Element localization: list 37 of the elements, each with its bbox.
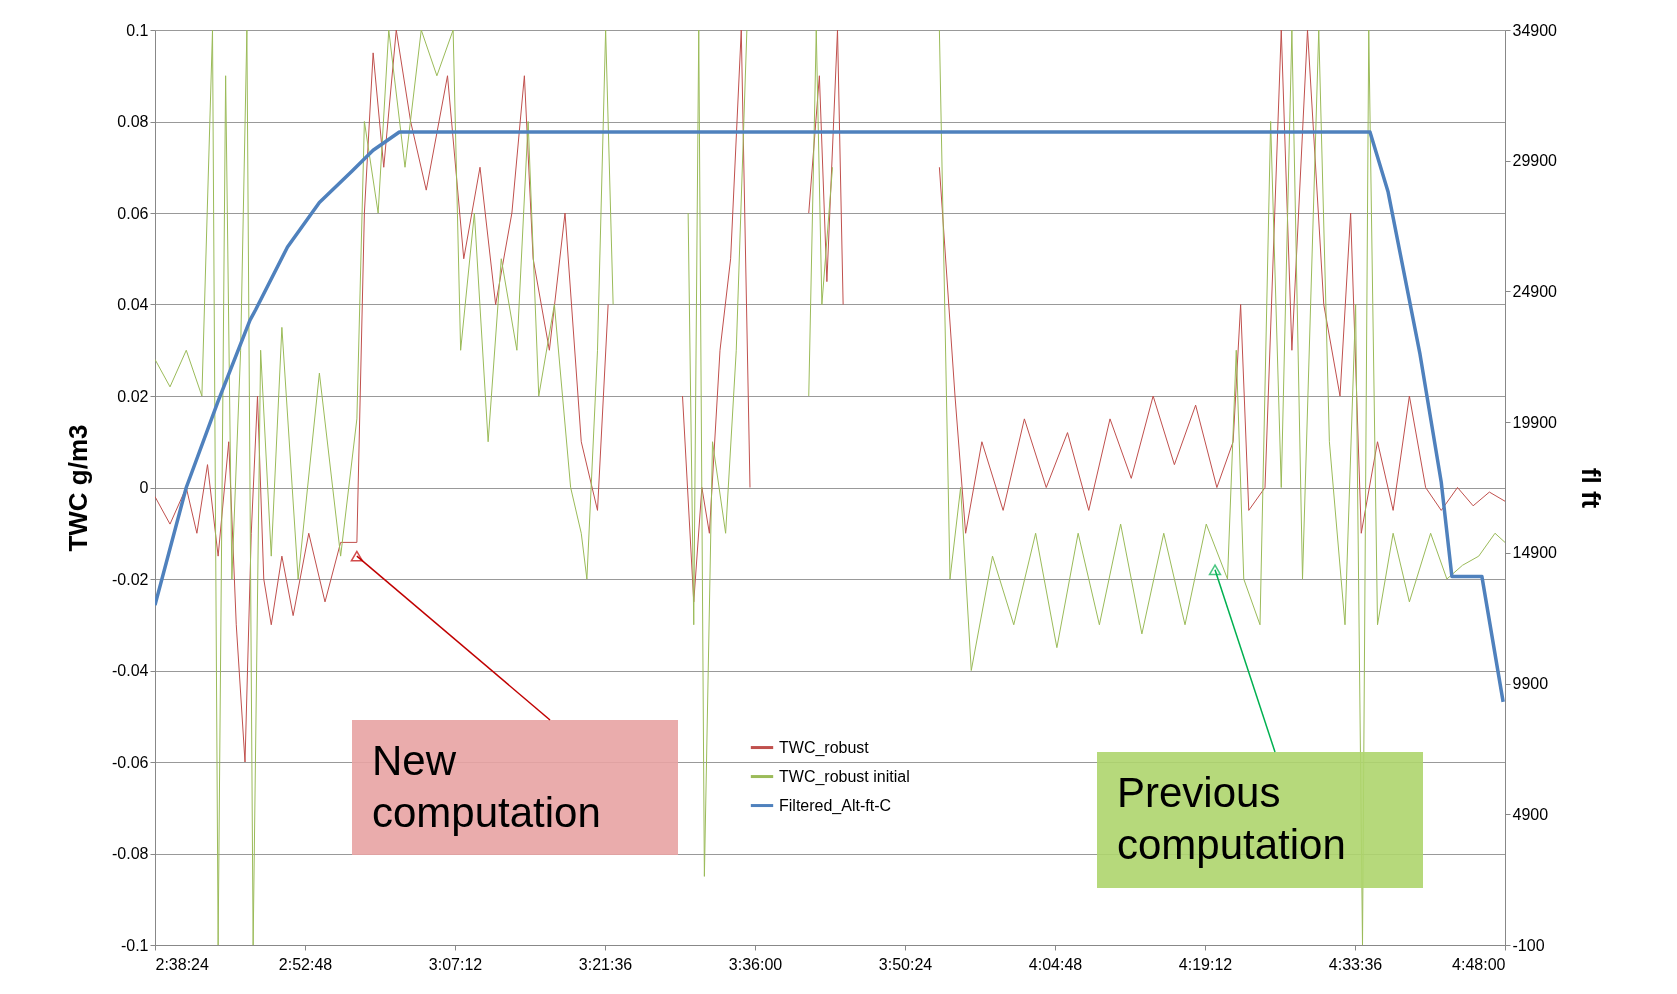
y2-tick-label: 14900 bbox=[1512, 544, 1558, 562]
x-tick-label: 4:19:12 bbox=[1178, 955, 1233, 973]
x-tick-label: 4:33:36 bbox=[1328, 955, 1383, 973]
x-tick-label: 4:48:00 bbox=[1452, 955, 1506, 973]
y-tick-label: -0.08 bbox=[112, 845, 149, 862]
y2-tick-label: -100 bbox=[1512, 936, 1545, 954]
y2-tick-label: 4900 bbox=[1512, 805, 1549, 823]
y-tick-label: 0 bbox=[139, 479, 149, 496]
x-tick-label: 3:50:24 bbox=[878, 955, 933, 973]
legend-label: TWC_robust bbox=[779, 738, 870, 757]
y-tick-label: 0.04 bbox=[117, 296, 149, 313]
y-tick-label: -0.06 bbox=[112, 753, 149, 771]
y-tick-label: 0.08 bbox=[117, 113, 149, 130]
annotation: Previous computation bbox=[1117, 769, 1346, 868]
x-tick-label: 3:36:00 bbox=[728, 955, 783, 973]
x-tick-label: 3:07:12 bbox=[428, 955, 483, 973]
y2-tick-label: 19900 bbox=[1512, 413, 1558, 431]
legend-label: TWC_robust initial bbox=[779, 767, 910, 786]
x-tick-label: 2:52:48 bbox=[278, 955, 333, 973]
y-tick-label: -0.1 bbox=[120, 936, 149, 954]
y-tick-label: 0.1 bbox=[126, 21, 149, 39]
y2-tick-label: 34900 bbox=[1512, 21, 1558, 39]
legend-label: Filtered_Alt-ft-C bbox=[779, 796, 892, 815]
x-tick-label: 2:38:24 bbox=[155, 955, 209, 973]
x-tick-label: 4:04:48 bbox=[1028, 955, 1083, 973]
y2-tick-label: 24900 bbox=[1512, 282, 1558, 300]
y-tick-label: 0.02 bbox=[117, 387, 149, 405]
y-tick-label: -0.04 bbox=[112, 662, 149, 679]
y2-tick-label: 9900 bbox=[1512, 675, 1549, 693]
y-axis-title: TWC g/m3 bbox=[63, 424, 94, 552]
annotation: New computation bbox=[372, 736, 601, 836]
y2-tick-label: 29900 bbox=[1512, 152, 1558, 170]
x-tick-label: 3:21:36 bbox=[578, 955, 633, 973]
y-tick-label: 0.06 bbox=[117, 204, 149, 222]
y-tick-label: -0.02 bbox=[112, 570, 149, 588]
line-series bbox=[155, 130, 1505, 704]
y2-axis-title: fl ft bbox=[1575, 467, 1606, 509]
